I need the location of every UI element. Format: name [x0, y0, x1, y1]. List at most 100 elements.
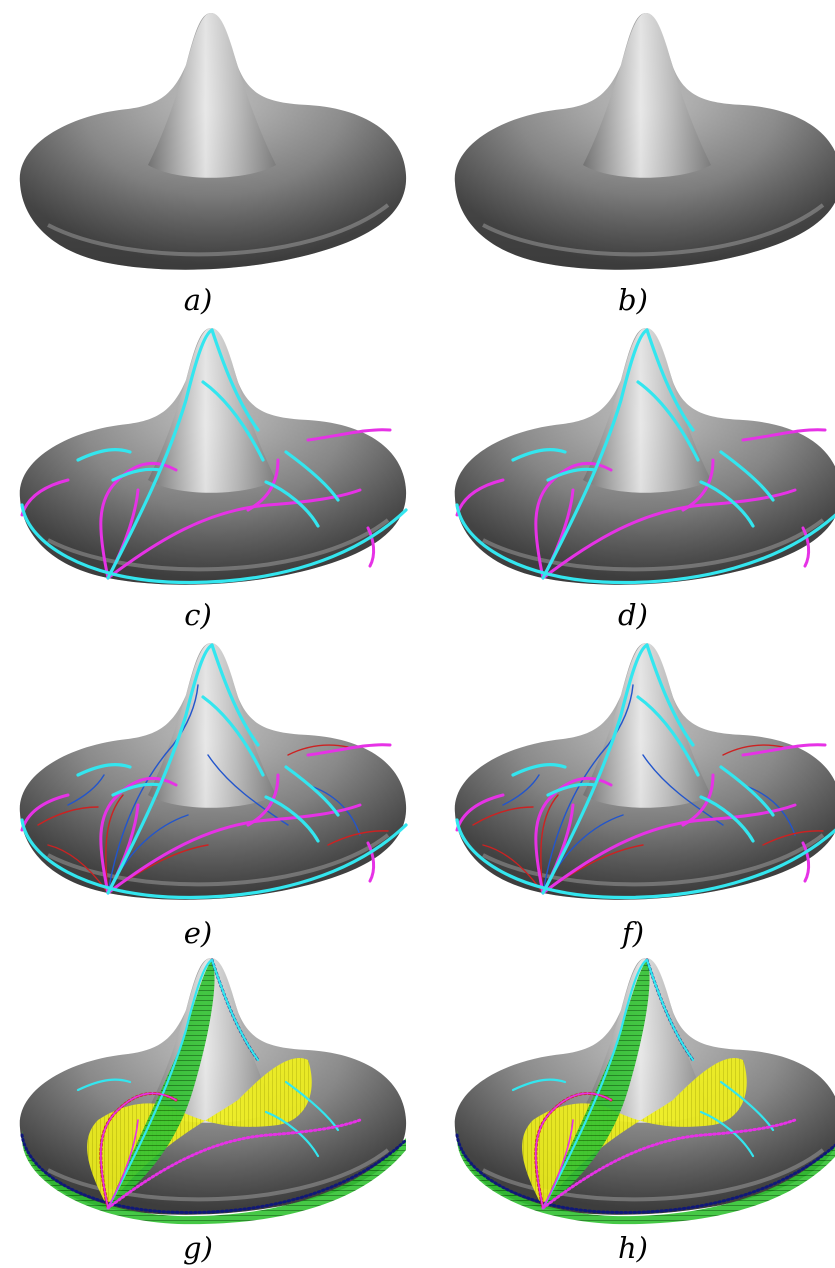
panel-d [454, 328, 835, 585]
surface-highlight-b [482, 203, 825, 257]
blue-curve-e-0 [107, 684, 199, 894]
ridge-strip-h-0 [541, 958, 649, 1210]
valley-curve-c-5 [246, 458, 280, 512]
rim-dots-h [455, 1133, 835, 1214]
red-curve-e-4 [287, 744, 349, 756]
ridge-curve-c-3 [76, 448, 132, 462]
surface-highlight-d [482, 518, 825, 572]
ridge-curve-e-6 [201, 695, 265, 777]
ridge-curve-e-5 [264, 795, 320, 843]
ridge-strip-h-1 [645, 958, 695, 1062]
valley-strip-g-2 [107, 1119, 139, 1209]
valley-curve-f-1 [534, 776, 613, 895]
yellow-region-h [522, 1058, 747, 1208]
ridge-curve-d-5 [699, 480, 755, 528]
red-curve-f-5 [472, 806, 534, 826]
valley-curve-c-4 [306, 428, 392, 442]
ridge-curve-e-0 [20, 818, 408, 900]
valley-curve-f-4 [741, 743, 827, 757]
surface-highlight-c [47, 518, 390, 572]
surface-peak-f [583, 643, 711, 808]
ridge-curve-d-7 [546, 467, 597, 482]
ridge-curve-d-4 [719, 450, 775, 502]
ridge-curve-f-6 [636, 695, 700, 777]
valley-curve-d-6 [801, 526, 811, 568]
ridge-strip-h-3 [719, 1080, 775, 1132]
caption-f: f) [620, 916, 644, 950]
green-rim-g [22, 1130, 406, 1225]
valley-curve-f-6 [801, 841, 811, 883]
caption-d: d) [618, 598, 648, 632]
blue-curve-e-3 [67, 774, 105, 806]
panel-h [454, 958, 835, 1225]
ridge-curve-f-0 [455, 818, 835, 900]
caption-a: a) [184, 283, 213, 317]
ridge-curve-f-1 [541, 643, 649, 895]
ridge-strip-g-1 [210, 958, 260, 1062]
ridge-curve-f-2 [645, 643, 695, 747]
red-curve-e-3 [327, 830, 389, 846]
rim-dots-g [20, 1133, 408, 1214]
surface-highlight-e [47, 833, 390, 887]
caption-b: b) [618, 283, 648, 317]
surface-highlight-f [482, 833, 825, 887]
red-curve-f-4 [722, 744, 784, 756]
ridge-strip-g-2 [76, 1078, 132, 1092]
surface-highlight-g [47, 1148, 390, 1202]
valley-strip-h-2 [542, 1119, 574, 1209]
caption-c: c) [184, 598, 212, 632]
ridge-curve-d-0 [455, 503, 835, 585]
blue-curve-f-4 [742, 784, 796, 836]
caption-h: h) [618, 1231, 648, 1265]
ridge-curve-c-5 [264, 480, 320, 528]
valley-curve-e-5 [246, 773, 280, 827]
green-region-h [543, 960, 650, 1208]
blue-curve-f-0 [542, 684, 634, 894]
blue-curve-e-4 [307, 784, 361, 836]
valley-curve-e-4 [306, 743, 392, 757]
ridge-curve-d-1 [541, 328, 649, 580]
ridge-strip-g-3 [284, 1080, 340, 1132]
valley-strip-h-1 [542, 1119, 796, 1209]
surface-peak-c [148, 328, 276, 493]
panel-f [454, 643, 835, 900]
red-curve-e-2 [105, 794, 124, 894]
ridge-curve-c-1 [106, 328, 214, 580]
ridge-curve-c-0 [20, 503, 408, 585]
panel-a [19, 13, 407, 270]
valley-curve-d-5 [681, 458, 715, 512]
surface-peak-b [583, 13, 711, 178]
panel-c [19, 328, 408, 585]
ridge-curve-e-4 [284, 765, 340, 817]
valley-curve-f-5 [681, 773, 715, 827]
panel-e [19, 643, 408, 900]
valley-curve-d-1 [534, 461, 613, 580]
surface-highlight-a [47, 203, 390, 257]
valley-curve-d-4 [741, 428, 827, 442]
ridge-curve-f-3 [511, 763, 567, 777]
valley-curve-c-1 [99, 461, 178, 580]
ridge-curve-e-7 [111, 782, 162, 797]
surface-peak-e [148, 643, 276, 808]
valley-curve-c-6 [366, 526, 376, 568]
ridge-curve-d-6 [636, 380, 700, 462]
ridge-curve-c-7 [111, 467, 162, 482]
valley-strip-g-1 [107, 1119, 361, 1209]
ridge-curve-d-3 [511, 448, 567, 462]
ridge-strip-g-4 [264, 1110, 320, 1158]
surface-peak-a [148, 13, 276, 178]
red-curve-e-5 [37, 806, 99, 826]
green-rim-h [457, 1130, 835, 1225]
caption-g: g) [183, 1231, 213, 1265]
green-region-g [108, 960, 215, 1208]
ridge-strip-h-4 [699, 1110, 755, 1158]
surface-highlight-h [482, 1148, 825, 1202]
ridge-strip-h-2 [511, 1078, 567, 1092]
ridge-curve-d-2 [645, 328, 695, 432]
caption-e: e) [184, 916, 212, 950]
ridge-curve-e-1 [106, 643, 214, 895]
surface-peak-d [583, 328, 711, 493]
valley-curve-e-1 [99, 776, 178, 895]
red-curve-f-3 [762, 830, 824, 846]
